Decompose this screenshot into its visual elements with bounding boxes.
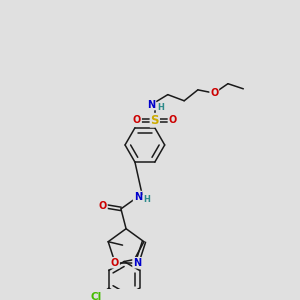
Text: O: O	[133, 115, 141, 125]
Text: O: O	[168, 115, 177, 125]
Text: O: O	[99, 201, 107, 211]
Text: N: N	[133, 258, 141, 268]
Text: O: O	[210, 88, 218, 98]
Text: H: H	[158, 103, 164, 112]
Text: S: S	[151, 114, 159, 127]
Text: N: N	[147, 100, 155, 110]
Text: N: N	[134, 192, 142, 202]
Text: Cl: Cl	[90, 292, 101, 300]
Text: O: O	[111, 258, 119, 268]
Text: H: H	[143, 196, 150, 205]
